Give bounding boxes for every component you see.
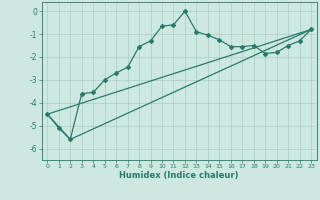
X-axis label: Humidex (Indice chaleur): Humidex (Indice chaleur) bbox=[119, 171, 239, 180]
